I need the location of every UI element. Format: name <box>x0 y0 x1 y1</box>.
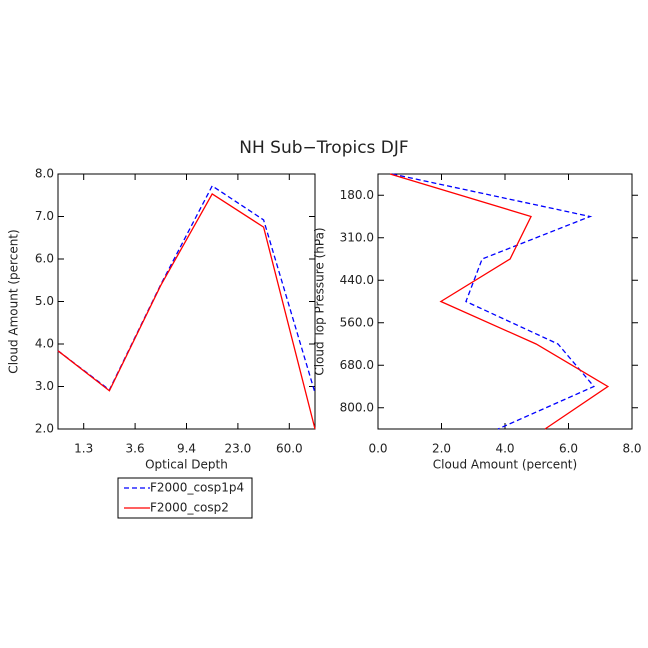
y-tick-label: 8.0 <box>35 167 54 181</box>
y-tick-label: 4.0 <box>35 337 54 351</box>
x-axis-label: Optical Depth <box>145 458 228 472</box>
plot-frame <box>377 173 633 430</box>
y-tick-label: 180.0 <box>340 188 374 202</box>
x-tick-label: 3.6 <box>126 442 145 456</box>
y-tick-label: 5.0 <box>35 294 54 308</box>
y-tick-label: 7.0 <box>35 209 54 223</box>
legend-label: F2000_cosp2 <box>150 501 229 515</box>
series-line <box>57 193 316 430</box>
x-tick-label: 0.0 <box>368 442 387 456</box>
y-tick-label: 3.0 <box>35 379 54 393</box>
y-tick-label: 560.0 <box>340 315 374 329</box>
x-tick-label: 9.4 <box>177 442 196 456</box>
figure-title: NH Sub−Tropics DJF <box>239 138 408 158</box>
y-tick-label: 6.0 <box>35 252 54 266</box>
x-tick-label: 1.3 <box>74 442 93 456</box>
y-tick-label: 310.0 <box>340 230 374 244</box>
y-tick-label: 800.0 <box>340 400 374 414</box>
x-tick-label: 60.0 <box>276 442 303 456</box>
x-tick-label: 8.0 <box>622 442 641 456</box>
y-tick-label: 680.0 <box>340 358 374 372</box>
series-line <box>392 173 595 430</box>
x-tick-label: 6.0 <box>559 442 578 456</box>
y-tick-label: 440.0 <box>340 273 374 287</box>
legend-box <box>117 477 253 519</box>
x-axis-label: Cloud Amount (percent) <box>433 458 577 472</box>
y-axis-label: Cloud Top Pressure (hPa) <box>313 227 327 375</box>
legend-label: F2000_cosp1p4 <box>150 481 244 495</box>
x-tick-label: 2.0 <box>432 442 451 456</box>
series-line <box>389 173 610 430</box>
y-axis-label: Cloud Amount (percent) <box>7 229 21 373</box>
y-tick-label: 2.0 <box>35 422 54 436</box>
plot-frame <box>57 173 316 430</box>
x-tick-label: 4.0 <box>495 442 514 456</box>
x-tick-label: 23.0 <box>225 442 252 456</box>
series-line <box>57 184 316 394</box>
